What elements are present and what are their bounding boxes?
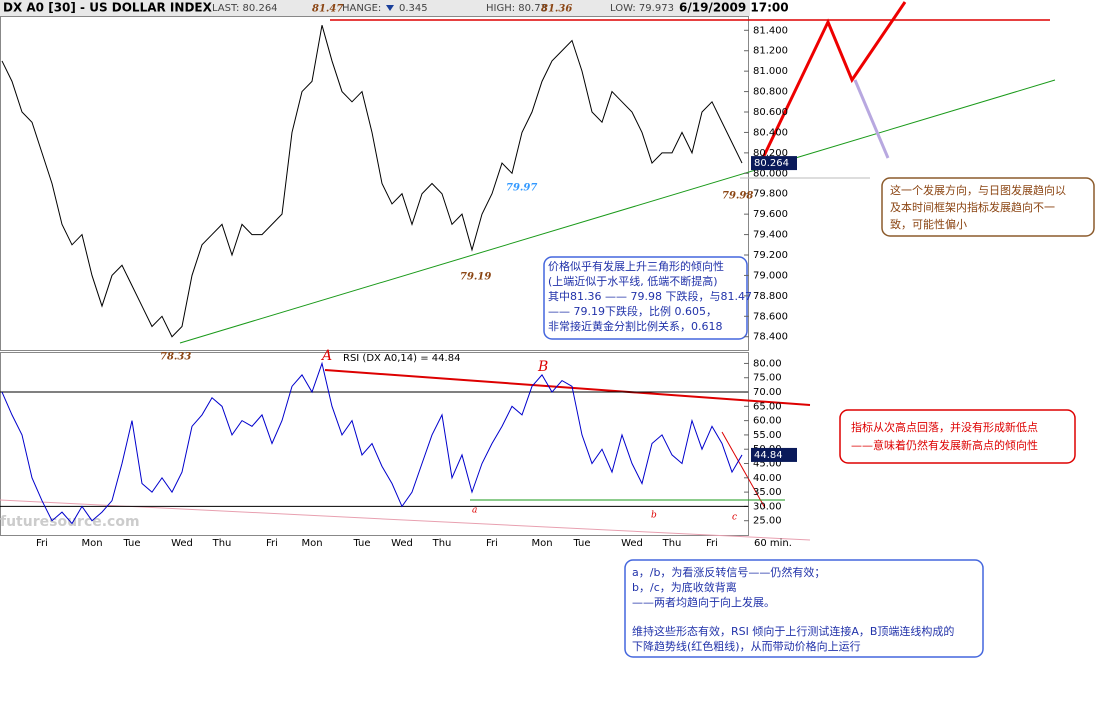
y-tick-label: 79.800 — [753, 189, 788, 200]
last-value: 44.84 — [754, 450, 783, 461]
x-tick-label: Tue — [572, 538, 590, 549]
y-tick-label: 80.200 — [753, 148, 788, 159]
x-tick-label: Mon — [301, 538, 322, 549]
y-tick-label: 78.600 — [753, 311, 788, 322]
rsi-title: RSI (DX A0,14) = 44.84 — [343, 353, 460, 364]
x-tick-label: Thu — [432, 538, 452, 549]
price-annotation: 78.33 — [160, 352, 191, 363]
x-tick-label: Thu — [662, 538, 682, 549]
x-axis-label: 60 min. — [754, 538, 792, 549]
price-annotation: 79.19 — [460, 272, 491, 283]
y-tick-label: 80.00 — [753, 358, 782, 369]
y-tick-label: 60.00 — [753, 416, 782, 427]
y-tick-label: 30.00 — [753, 501, 782, 512]
change-value: 0.345 — [399, 3, 428, 14]
high: HIGH: 80.73 — [486, 3, 547, 14]
note-box — [543, 256, 748, 340]
y-tick-label: 80.400 — [753, 127, 788, 138]
y-tick-label: 81.000 — [753, 66, 788, 77]
watermark: futuresource.com — [0, 514, 140, 530]
note-text: 及本时间框架内指标发展趋向不一 — [890, 200, 1055, 214]
y-tick-label: 25.00 — [753, 516, 782, 527]
y-tick-label: 79.000 — [753, 270, 788, 281]
rsi-trendline — [324, 369, 811, 406]
rsi-frame — [0, 352, 749, 536]
x-tick-label: Mon — [531, 538, 552, 549]
change: HANGE: — [342, 3, 381, 14]
y-tick-label: 70.00 — [753, 387, 782, 398]
rsi-annotation: A — [320, 348, 332, 364]
note-text: ——意味着仍然有发展新高点的倾向性 — [851, 438, 1038, 452]
y-tick-label: 80.800 — [753, 87, 788, 98]
data-line — [1, 25, 743, 338]
y-tick-label: 40.00 — [753, 473, 782, 484]
price-annotation: 79.98 — [722, 191, 753, 202]
x-tick-label: Wed — [391, 538, 413, 549]
x-tick-label: Fri — [36, 538, 48, 549]
price-annotation: 81.47 — [312, 4, 343, 15]
y-tick-label: 78.400 — [753, 332, 788, 343]
projection-arrow — [760, 1, 907, 161]
datetime: 6/19/2009 17:00 — [679, 1, 789, 15]
down-arrow — [386, 5, 394, 11]
note-text: —— 79.19下跌段，比例 0.605， — [548, 304, 717, 318]
y-tick-label: 81.200 — [753, 46, 788, 57]
note-text: 价格似乎有发展上升三角形的倾向性 — [548, 259, 724, 273]
y-tick-label: 75.00 — [753, 373, 782, 384]
y-tick-label: 79.600 — [753, 209, 788, 220]
note-text: 非常接近黄金分割比例关系，0.618 — [548, 319, 723, 333]
support-line — [179, 79, 1056, 344]
y-tick-label: 65.00 — [753, 401, 782, 412]
price-annotation: 81.36 — [541, 4, 572, 15]
data-line — [1, 361, 743, 525]
note-text: a，/b，为看涨反转信号——仍然有效； — [632, 565, 825, 579]
note-box — [839, 409, 1076, 464]
note-text: 维持这些形态有效，RSI 倾向于上行测试连接A，B顶端连线构成的 — [632, 624, 954, 638]
note-text: 下降趋势线(红色粗线)，从而带动价格向上运行 — [632, 639, 861, 653]
last-value-box — [751, 156, 797, 171]
note-text: 指标从次高点回落，并没有形成新低点 — [851, 420, 1038, 434]
note-text: 其中81.36 —— 79.98 下跌段，与81.47 — [548, 289, 752, 303]
price-annotation: 79.97 — [506, 183, 537, 194]
y-tick-label: 55.00 — [753, 430, 782, 441]
x-tick-label: Thu — [212, 538, 232, 549]
price-frame — [0, 16, 749, 351]
header-bar — [0, 0, 750, 16]
note-text: 致，可能性偏小 — [890, 217, 967, 231]
x-tick-label: Fri — [706, 538, 718, 549]
rsi-annotation: B — [537, 359, 548, 375]
y-tick-label: 80.000 — [753, 168, 788, 179]
rsi-annotation: c — [732, 513, 737, 523]
y-tick-label: 80.600 — [753, 107, 788, 118]
y-tick-label: 79.200 — [753, 250, 788, 261]
x-tick-label: Tue — [122, 538, 140, 549]
last-value: 80.264 — [754, 158, 789, 169]
x-tick-label: Mon — [81, 538, 102, 549]
note-text: 这一个发展方向，与日图发展趋向以 — [890, 183, 1066, 197]
y-tick-label: 79.400 — [753, 230, 788, 241]
note-text: ——两者均趋向于向上发展。 — [632, 595, 775, 609]
rsi-annotation: a — [472, 506, 477, 516]
y-tick-label: 81.400 — [753, 25, 788, 36]
note-box — [624, 559, 984, 658]
x-tick-label: Tue — [352, 538, 370, 549]
rsi-annotation: b — [651, 511, 657, 521]
alt-projection — [853, 79, 890, 159]
y-tick-label: 45.00 — [753, 459, 782, 470]
note-box — [881, 177, 1095, 237]
symbol: DX A0 [30] - US DOLLAR INDEX — [3, 1, 213, 15]
x-tick-label: Fri — [486, 538, 498, 549]
y-tick-label: 35.00 — [753, 487, 782, 498]
x-tick-label: Wed — [621, 538, 643, 549]
last: LAST: 80.264 — [212, 3, 278, 14]
x-tick-label: Wed — [171, 538, 193, 549]
y-tick-label: 78.800 — [753, 291, 788, 302]
rsi-drop — [721, 431, 766, 509]
note-text: (上端近似于水平线, 低端不断提高) — [548, 274, 718, 288]
x-tick-label: Fri — [266, 538, 278, 549]
last-value-box — [751, 447, 797, 462]
note-text: b，/c，为底收敛背离 — [632, 580, 737, 594]
low: LOW: 79.973 — [610, 3, 674, 14]
